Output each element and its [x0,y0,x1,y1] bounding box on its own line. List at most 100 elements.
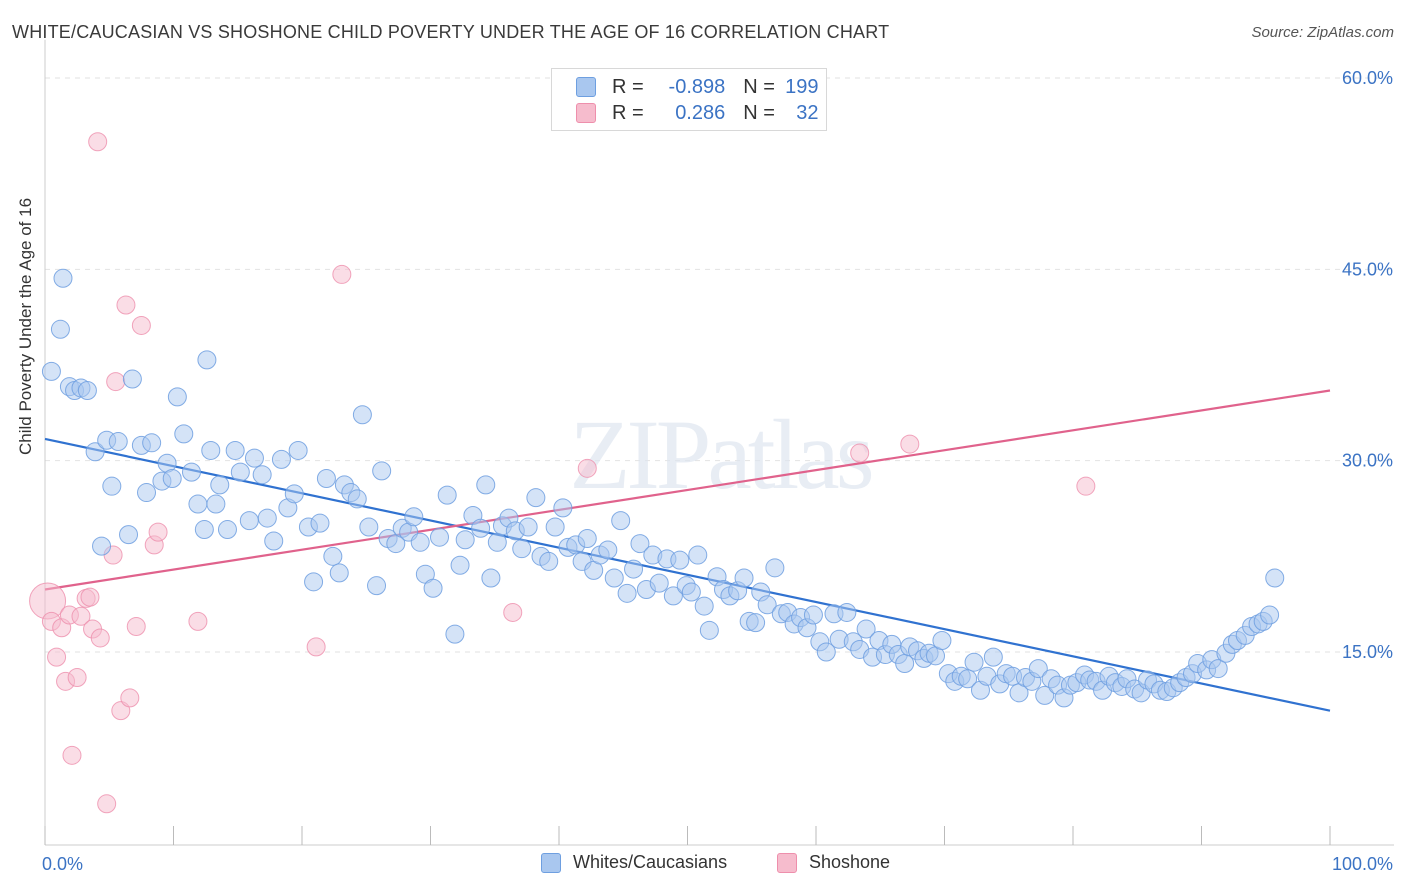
data-point-whites [92,536,112,556]
data-point-shoshone [850,443,870,463]
data-point-shoshone [47,647,67,667]
data-point-whites [119,525,139,545]
series-legend: Whites/Caucasians Shoshone [0,852,1406,878]
data-point-shoshone [88,132,108,152]
trendline-shoshone [44,389,1331,591]
data-point-whites [983,647,1003,667]
data-point-whites [352,405,372,425]
trendline-whites [44,437,1331,712]
y-tick-label: 60.0% [1342,68,1393,88]
legend-n-value-shoshone: 32 [796,101,819,124]
data-point-whites [1260,605,1280,625]
data-point-whites [271,449,291,469]
data-point-whites [630,534,650,554]
y-axis-label: Child Poverty Under the Age of 16 [16,197,35,455]
data-point-shoshone [131,315,151,335]
legend-label-whites: Whites/Caucasians [573,852,728,872]
data-point-shoshone [97,794,117,814]
data-point-shoshone [900,434,920,454]
data-point-whites [284,484,304,504]
data-point-whites [367,576,387,596]
data-point-whites [359,517,379,537]
data-point-whites [201,440,221,460]
legend-item-whites[interactable]: Whites/Caucasians [541,852,727,873]
data-point-whites [410,532,430,552]
data-point-shoshone [188,611,208,631]
data-point-shoshone [120,688,140,708]
data-point-whites [194,520,214,540]
data-point-shoshone [503,602,523,622]
data-point-whites [450,555,470,575]
legend-n-value-whites: 199 [785,75,819,98]
data-point-shoshone [306,637,326,657]
legend-r-value-whites: -0.898 [668,75,726,98]
data-point-whites [757,595,777,615]
data-point-whites [1265,568,1285,588]
data-point-whites [197,350,217,370]
data-point-whites [553,498,573,518]
data-point-whites [476,475,496,495]
data-point-whites [244,448,264,468]
data-point-whites [137,483,157,503]
data-point-whites [181,462,201,482]
y-tick-label: 15.0% [1342,642,1393,662]
data-point-whites [50,319,70,339]
data-point-whites [437,485,457,505]
data-point-whites [598,540,618,560]
data-point-whites [108,432,128,452]
data-point-whites [837,602,857,622]
data-point-whites [423,578,443,598]
legend-swatch-shoshone [576,103,596,123]
data-point-whites [577,528,597,548]
legend-n-label: N = [743,75,781,98]
data-point-whites [252,465,272,485]
data-point-whites [471,518,491,538]
data-point-whites [239,511,259,531]
data-point-whites [122,369,142,389]
legend-item-shoshone[interactable]: Shoshone [777,852,890,873]
data-point-whites [649,573,669,593]
x-tick-label: 0.0% [42,854,83,874]
data-point-whites [1028,659,1048,679]
watermark: ZIPatlas [569,399,871,510]
data-point-whites [174,424,194,444]
data-point-whites [964,652,984,672]
legend-swatch-shoshone [777,852,797,873]
data-point-whites [230,462,250,482]
legend-swatch-whites [576,77,596,97]
legend-r-label: R = [612,75,650,98]
data-point-whites [188,494,208,514]
data-point-whites [958,669,978,689]
data-point-whites [264,531,284,551]
data-point-whites [77,381,97,401]
correlation-legend: R = -0.898 N = 199 R = 0.286 N = 32 [551,68,827,131]
data-point-whites [304,572,324,592]
data-point-shoshone [577,458,597,478]
legend-r-label: R = [612,101,650,124]
data-point-whites [347,489,367,509]
data-point-shoshone [106,372,126,392]
data-point-shoshone [1076,476,1096,496]
legend-n-label: N = [743,101,781,124]
data-point-whites [162,469,182,489]
x-tick-label: 100.0% [1332,854,1393,874]
data-point-shoshone [80,587,100,607]
data-point-whites [102,476,122,496]
y-tick-label: 30.0% [1342,451,1393,471]
data-point-whites [816,642,836,662]
legend-swatch-whites [541,852,561,873]
data-point-whites [372,461,392,481]
data-point-shoshone [90,628,110,648]
data-point-whites [225,440,245,460]
data-point-shoshone [71,606,91,626]
data-point-whites [604,568,624,588]
data-point-whites [617,583,637,603]
data-point-whites [734,568,754,588]
data-point-whites [404,507,424,527]
legend-row-shoshone: R = 0.286 N = 32 [576,101,819,125]
data-point-whites [445,624,465,644]
data-point-shoshone [148,522,168,542]
data-point-whites [257,508,277,528]
data-point-whites [53,268,73,288]
